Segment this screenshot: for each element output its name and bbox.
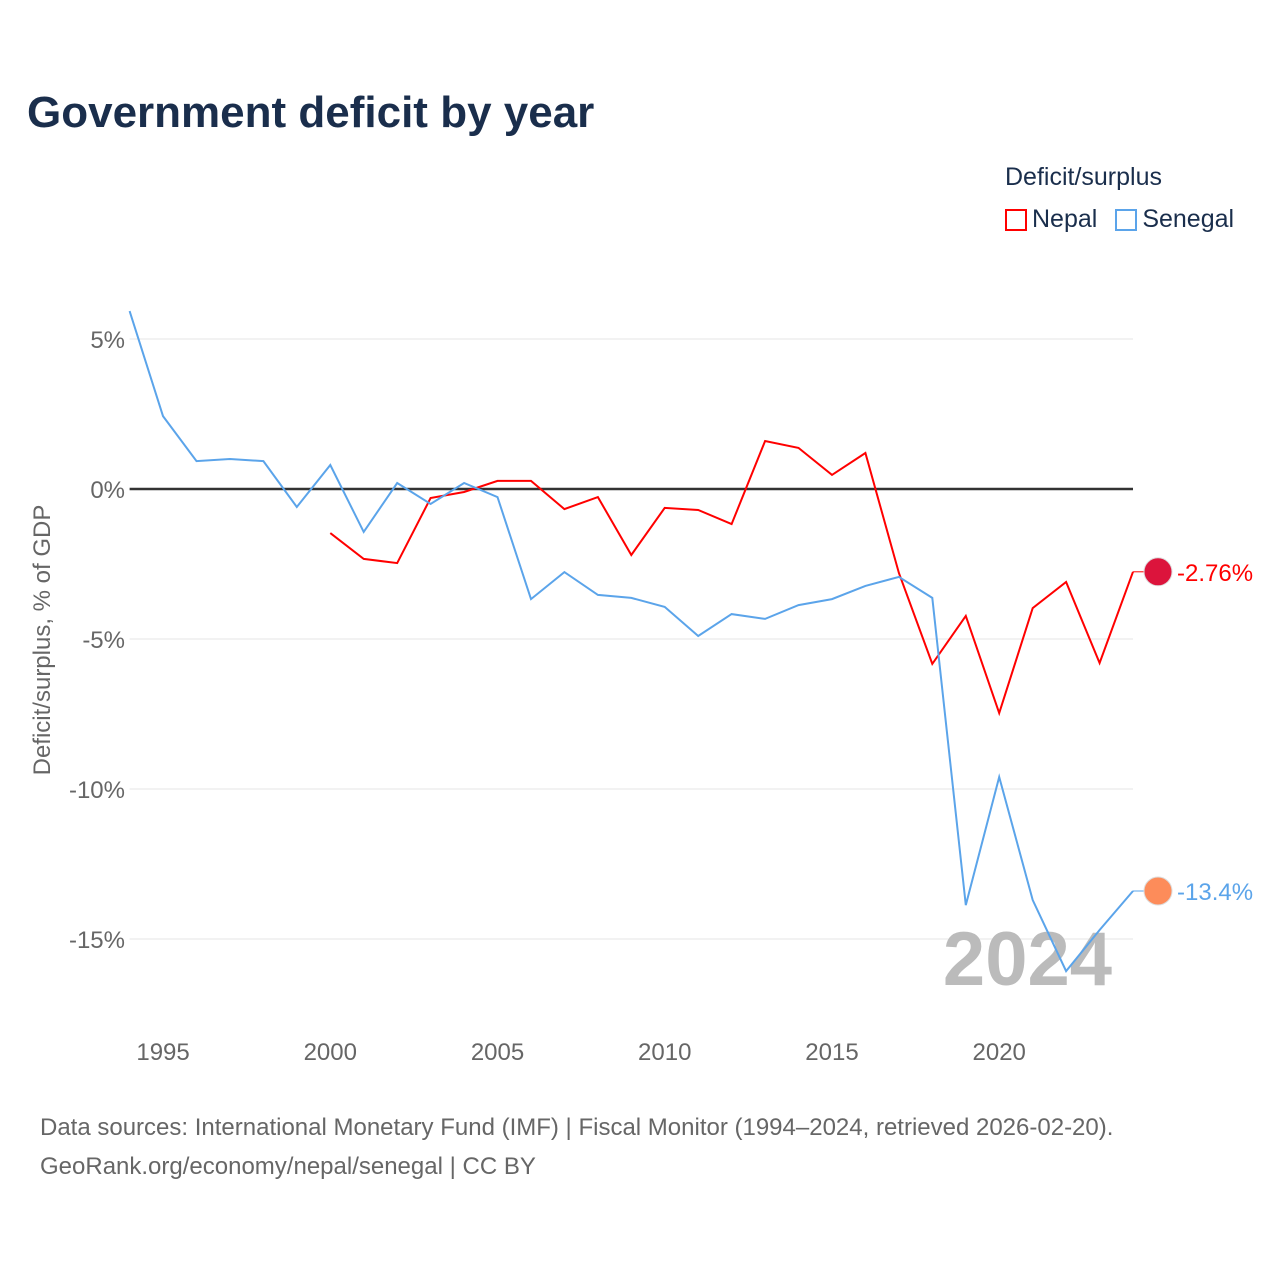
legend-item-senegal[interactable]: Senegal bbox=[1115, 205, 1234, 234]
legend: Nepal Senegal bbox=[1005, 205, 1234, 234]
legend-label-senegal: Senegal bbox=[1142, 205, 1235, 233]
series-line-senegal bbox=[128, 310, 1134, 973]
flag-icon-senegal bbox=[1143, 876, 1173, 906]
x-tick-label: 2000 bbox=[304, 1039, 357, 1066]
legend-title: Deficit/surplus bbox=[1005, 163, 1162, 191]
x-tick-label: 1995 bbox=[136, 1039, 189, 1066]
chart-title: Government deficit by year bbox=[27, 88, 595, 137]
source-line-1: Data sources: International Monetary Fun… bbox=[40, 1114, 1114, 1141]
y-tick-label: -15% bbox=[69, 927, 125, 954]
x-tick-label: 2005 bbox=[471, 1039, 524, 1066]
legend-item-nepal[interactable]: Nepal bbox=[1005, 205, 1097, 234]
end-value-label: -2.76% bbox=[1177, 560, 1253, 587]
x-tick-label: 2020 bbox=[973, 1039, 1026, 1066]
x-tick-label: 2010 bbox=[638, 1039, 691, 1066]
legend-swatch-senegal bbox=[1115, 208, 1138, 231]
y-axis-label: Deficit/surplus, % of GDP bbox=[29, 505, 56, 776]
series-line-nepal bbox=[329, 439, 1134, 717]
source-note: Data sources: International Monetary Fun… bbox=[40, 1108, 1113, 1186]
source-line-2[interactable]: GeoRank.org/economy/nepal/senegal | CC B… bbox=[40, 1153, 536, 1180]
y-tick-label: 0% bbox=[90, 477, 125, 504]
legend-swatch-nepal bbox=[1005, 208, 1027, 231]
y-tick-label: 5% bbox=[90, 327, 125, 354]
legend-label-nepal: Nepal bbox=[1032, 205, 1098, 233]
x-tick-label: 2015 bbox=[805, 1039, 858, 1066]
y-tick-label: -5% bbox=[82, 627, 125, 654]
y-tick-label: -10% bbox=[69, 777, 125, 804]
year-watermark: 2024 bbox=[943, 917, 1112, 1002]
end-value-label: -13.4% bbox=[1177, 879, 1253, 906]
flag-icon-nepal bbox=[1143, 557, 1173, 587]
